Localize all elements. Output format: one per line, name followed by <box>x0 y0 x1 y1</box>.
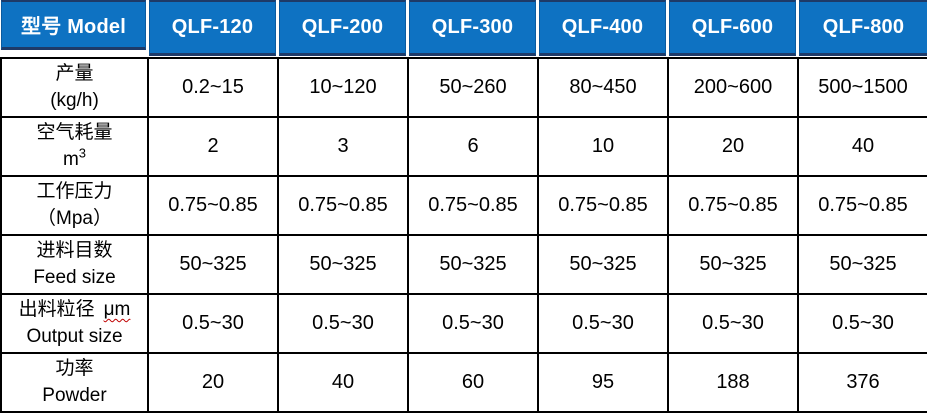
cell: 0.75~0.85 <box>537 175 669 236</box>
table-row-power: 功率 Powder 20 40 60 95 188 376 <box>0 352 927 413</box>
row-label-power: 功率 Powder <box>0 352 149 413</box>
cell: 2 <box>147 116 279 177</box>
row-label-zh: 工作压力 <box>36 180 113 202</box>
column-header-qlf-600: QLF-600 <box>668 0 798 58</box>
cell: 6 <box>407 116 539 177</box>
cell: 3 <box>277 116 409 177</box>
row-label-en: Powder <box>42 384 107 406</box>
table-row-capacity: 产量 (kg/h) 0.2~15 10~120 50~260 80~450 20… <box>0 57 927 118</box>
row-label-en: Feed size <box>33 266 116 288</box>
column-header-qlf-200: QLF-200 <box>278 0 408 58</box>
cell: 10~120 <box>277 57 409 118</box>
row-label-zh: 功率 <box>55 357 94 379</box>
cell: 80~450 <box>537 57 669 118</box>
cell: 0.5~30 <box>797 293 927 354</box>
model-header-label: 型号 Model <box>1 0 146 50</box>
cell: 0.5~30 <box>407 293 539 354</box>
cell: 0.75~0.85 <box>667 175 799 236</box>
cell: 50~325 <box>277 234 409 295</box>
row-label-feed-size: 进料目数 Feed size <box>0 234 149 295</box>
table-row-air-consumption: 空气耗量 m3 2 3 6 10 20 40 <box>0 116 927 177</box>
table-row-working-pressure: 工作压力 （Mpa） 0.75~0.85 0.75~0.85 0.75~0.85… <box>0 175 927 236</box>
cell: 20 <box>147 352 279 413</box>
cell: 95 <box>537 352 669 413</box>
cell: 0.5~30 <box>537 293 669 354</box>
cell: 60 <box>407 352 539 413</box>
cell: 0.5~30 <box>667 293 799 354</box>
cell: 40 <box>797 116 927 177</box>
row-label-unit: （Mpa） <box>37 207 112 229</box>
cell: 20 <box>667 116 799 177</box>
row-label-capacity: 产量 (kg/h) <box>0 57 149 118</box>
row-label-unit: m3 <box>62 145 87 170</box>
cell: 50~325 <box>797 234 927 295</box>
superscript-3: 3 <box>78 145 87 161</box>
row-label-zh: 出料粒径 μm <box>18 298 131 320</box>
row-label-en: Output size <box>26 325 123 347</box>
row-label-unit: (kg/h) <box>50 89 99 111</box>
cell: 200~600 <box>667 57 799 118</box>
row-label-zh: 空气耗量 <box>36 121 113 143</box>
cell: 0.2~15 <box>147 57 279 118</box>
column-header-qlf-300: QLF-300 <box>408 0 538 58</box>
cell: 50~325 <box>667 234 799 295</box>
cell: 10 <box>537 116 669 177</box>
table-row-output-size: 出料粒径 μm Output size 0.5~30 0.5~30 0.5~30 … <box>0 293 927 354</box>
cell: 188 <box>667 352 799 413</box>
cell: 40 <box>277 352 409 413</box>
cell: 0.5~30 <box>147 293 279 354</box>
table-header-row: 型号 Model QLF-120 QLF-200 QLF-300 QLF-400… <box>1 0 927 58</box>
cell: 376 <box>797 352 927 413</box>
cell: 0.75~0.85 <box>797 175 927 236</box>
cell: 50~325 <box>537 234 669 295</box>
cell: 50~325 <box>147 234 279 295</box>
cell: 0.5~30 <box>277 293 409 354</box>
row-label-working-pressure: 工作压力 （Mpa） <box>0 175 149 236</box>
column-header-model: 型号 Model <box>1 0 148 58</box>
cell: 0.75~0.85 <box>147 175 279 236</box>
cell: 0.75~0.85 <box>407 175 539 236</box>
row-label-output-size: 出料粒径 μm Output size <box>0 293 149 354</box>
column-header-qlf-400: QLF-400 <box>538 0 668 58</box>
cell: 500~1500 <box>797 57 927 118</box>
row-label-zh: 产量 <box>55 62 94 84</box>
cell: 0.75~0.85 <box>277 175 409 236</box>
cell: 50~325 <box>407 234 539 295</box>
table-row-feed-size: 进料目数 Feed size 50~325 50~325 50~325 50~3… <box>0 234 927 295</box>
column-header-qlf-120: QLF-120 <box>148 0 278 58</box>
cell: 50~260 <box>407 57 539 118</box>
column-header-qlf-800: QLF-800 <box>798 0 927 58</box>
row-label-zh: 进料目数 <box>36 239 113 261</box>
unit-micron-spellcheck: μm <box>103 298 131 320</box>
row-label-air-consumption: 空气耗量 m3 <box>0 116 149 177</box>
